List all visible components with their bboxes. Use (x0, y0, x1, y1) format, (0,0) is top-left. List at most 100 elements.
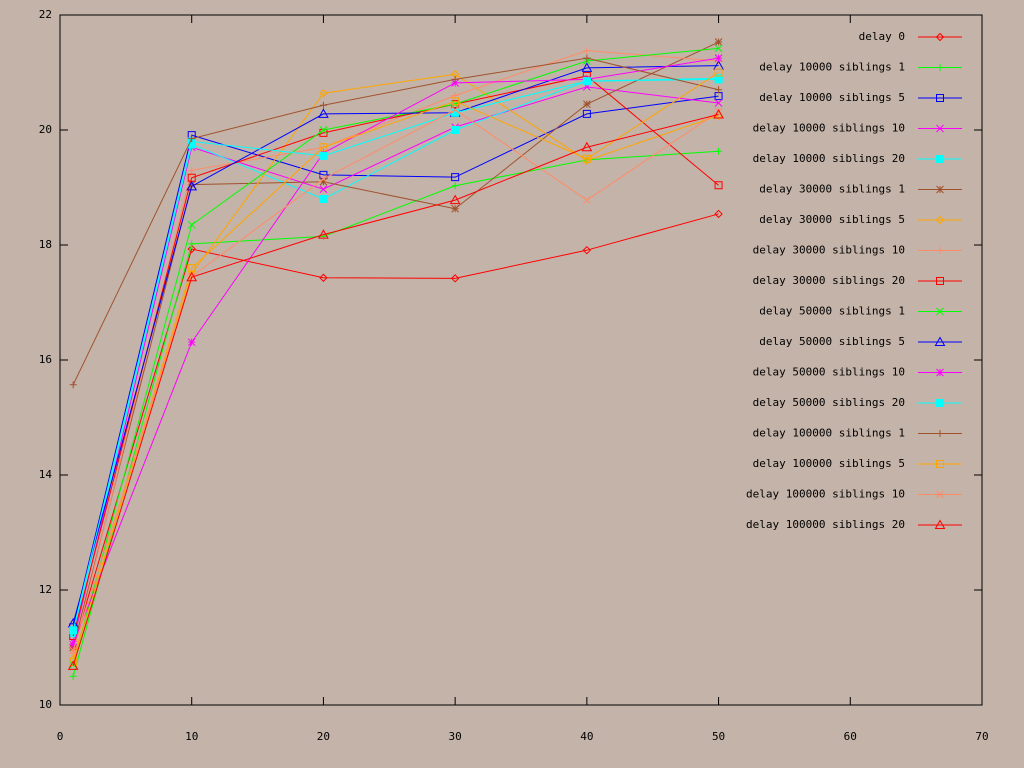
point-marker (714, 54, 723, 62)
legend-label: delay 100000 siblings 20 (746, 518, 905, 531)
point-marker (187, 221, 196, 229)
legend-marker (934, 336, 946, 346)
point-marker (69, 646, 78, 655)
point-marker (187, 264, 196, 272)
point-marker (188, 240, 196, 248)
y-tick-label: 14 (39, 468, 53, 481)
point-marker (451, 182, 459, 190)
point-marker (319, 185, 328, 194)
point-marker (187, 180, 196, 189)
legend-marker (936, 460, 944, 468)
series-line (72, 57, 719, 645)
legend-marker (936, 94, 944, 102)
legend-marker (936, 277, 944, 285)
x-tick-label: 70 (975, 730, 988, 743)
series-line (72, 75, 719, 637)
point-marker (69, 381, 77, 389)
point-marker (714, 44, 723, 53)
point-marker (714, 38, 723, 46)
point-marker (67, 660, 79, 670)
y-tick-label: 12 (39, 583, 52, 596)
point-marker (319, 143, 328, 152)
point-marker (186, 180, 198, 191)
point-marker (187, 338, 196, 347)
point-marker (715, 86, 723, 94)
point-marker (714, 99, 723, 107)
x-tick-label: 40 (580, 730, 593, 743)
point-marker (69, 626, 78, 635)
legend-label: delay 50000 siblings 5 (759, 335, 905, 348)
point-marker (582, 245, 592, 255)
point-marker (319, 126, 328, 134)
point-marker (451, 97, 460, 106)
legend-label: delay 10000 siblings 20 (753, 152, 905, 165)
series-line (72, 73, 719, 660)
legend-label: delay 30000 siblings 20 (753, 274, 905, 287)
legend-marker (936, 307, 944, 316)
point-marker (319, 175, 328, 183)
point-marker (582, 154, 591, 163)
legend-label: delay 10000 siblings 5 (759, 91, 905, 104)
legend-marker (936, 247, 944, 254)
legend-label: delay 100000 siblings 10 (746, 488, 905, 501)
point-marker (450, 274, 460, 283)
point-marker (319, 232, 327, 240)
point-marker (583, 196, 591, 205)
series-line (72, 50, 719, 654)
point-marker (451, 204, 459, 213)
point-marker (714, 209, 723, 219)
point-marker (581, 62, 593, 72)
legend-marker (936, 368, 944, 377)
legend-label: delay 10000 siblings 1 (759, 61, 905, 74)
legend-label: delay 30000 siblings 10 (753, 244, 905, 257)
legend-marker (936, 430, 944, 437)
point-marker (582, 77, 591, 86)
point-marker (186, 271, 198, 282)
x-tick-label: 0 (57, 730, 64, 743)
series-line (72, 113, 719, 667)
point-marker (583, 47, 591, 55)
point-marker (69, 640, 78, 649)
legend-label: delay 100000 siblings 1 (753, 427, 905, 440)
series-line (72, 150, 719, 677)
series-line (72, 78, 719, 634)
series-line (72, 65, 719, 624)
point-marker (715, 147, 723, 155)
point-marker (713, 108, 724, 119)
point-marker (188, 135, 196, 143)
point-marker (319, 151, 328, 160)
legend-marker (936, 490, 944, 499)
point-marker (449, 194, 461, 205)
legend-label: delay 30000 siblings 1 (759, 183, 905, 196)
point-marker (451, 75, 459, 83)
point-marker (187, 272, 196, 281)
series-line (72, 77, 719, 631)
legend-label: delay 10000 siblings 10 (753, 122, 905, 135)
point-marker (583, 100, 591, 108)
x-tick-label: 50 (712, 730, 725, 743)
point-marker (451, 106, 459, 114)
series-line (72, 95, 719, 628)
y-tick-label: 16 (39, 353, 52, 366)
point-marker (188, 166, 196, 174)
y-tick-label: 10 (39, 698, 52, 711)
x-tick-label: 60 (844, 730, 857, 743)
y-tick-label: 22 (39, 8, 52, 21)
point-marker (319, 177, 328, 186)
point-marker (187, 244, 196, 254)
legend-marker (936, 185, 944, 194)
point-marker (319, 273, 328, 282)
legend-label: delay 50000 siblings 10 (753, 366, 905, 379)
point-marker (451, 173, 460, 182)
legend-marker (936, 155, 944, 163)
point-marker (451, 126, 460, 134)
legend-label: delay 50000 siblings 1 (759, 305, 905, 318)
point-marker (69, 672, 77, 680)
point-marker (187, 173, 196, 182)
point-marker (319, 195, 328, 203)
point-marker (318, 108, 329, 118)
series-line (72, 109, 719, 651)
legend-label: delay 100000 siblings 5 (753, 457, 905, 470)
